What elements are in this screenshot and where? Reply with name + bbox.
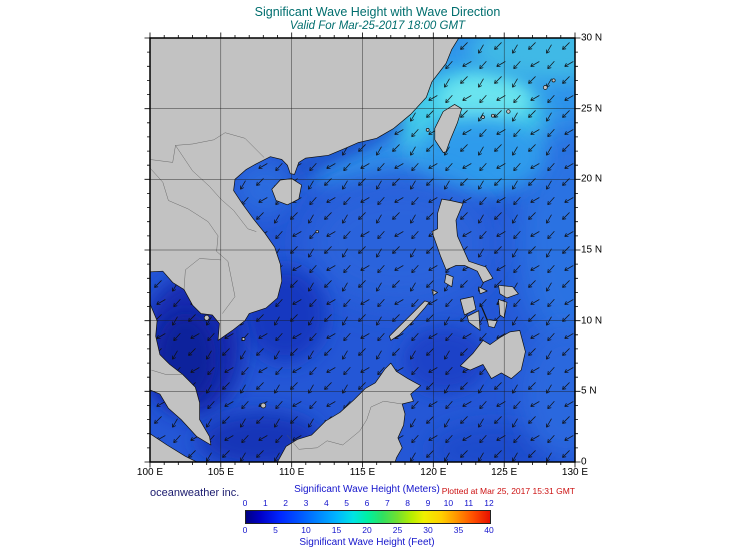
feet-tick-4: 20	[362, 525, 372, 535]
meters-tick-2: 2	[283, 498, 289, 508]
meters-tick-3: 3	[303, 498, 309, 508]
longitude-axis: 100 E 105 E 110 E 115 E 120 E 125 E 130 E	[137, 467, 588, 481]
lat-tick-label-2: 20 N	[581, 173, 603, 185]
lat-tick-label-4: 10 N	[581, 315, 603, 327]
credit-oceanweather: oceanweather inc.	[150, 487, 240, 499]
grid-lines	[150, 38, 575, 462]
meters-tick-8: 8	[405, 498, 411, 508]
lat-tick-label-6: 0	[581, 456, 587, 468]
lon-tick-label-6: 130 E	[561, 467, 589, 478]
land	[150, 38, 556, 462]
small-island	[481, 115, 485, 119]
latitude-axis: 30 N 25 N 20 N 15 N 10 N 5 N 0	[581, 33, 621, 468]
colorbar-meters-label: Significant Wave Height (Meters)	[294, 484, 440, 495]
lon-tick-label-1: 105 E	[207, 467, 234, 478]
colorbar-meters-ticks: 0 1 2 3 4 5 6 7 8 9 10 11 12	[242, 498, 494, 509]
lat-tick-label-1: 25 N	[581, 103, 603, 115]
wave-map	[144, 32, 581, 468]
feet-tick-0: 0	[242, 525, 248, 535]
meters-tick-10: 10	[443, 498, 454, 508]
feet-tick-2: 10	[301, 525, 311, 535]
meters-tick-6: 6	[364, 498, 370, 508]
meters-tick-5: 5	[344, 498, 350, 508]
meters-tick-1: 1	[262, 498, 268, 508]
island-mindanao	[459, 330, 526, 379]
valid-time-subtitle: Valid For Mar-25-2017 18:00 GMT	[289, 20, 466, 32]
land-sumatra	[150, 433, 198, 462]
island-mindoro	[444, 273, 454, 288]
island-bohol	[486, 318, 498, 329]
island-borneo	[277, 362, 421, 462]
axis-tick-marks	[144, 32, 581, 468]
small-island	[491, 113, 495, 118]
chart-title: Significant Wave Height with Wave Direct…	[254, 5, 501, 19]
lat-tick-label-0: 30 N	[581, 32, 603, 44]
meters-tick-0: 0	[242, 498, 248, 508]
island-luzon	[431, 198, 494, 283]
lon-tick-label-4: 120 E	[420, 467, 447, 478]
lon-tick-label-0: 100 E	[136, 467, 164, 478]
meters-tick-9: 9	[425, 498, 431, 508]
feet-tick-8: 40	[484, 525, 494, 535]
small-island	[551, 78, 556, 83]
plot-timestamp: Plotted at Mar 25, 2017 15:31 GMT	[441, 486, 575, 496]
feet-tick-3: 15	[331, 525, 342, 535]
lat-tick-label-5: 5 N	[581, 385, 597, 397]
meters-tick-11: 11	[464, 498, 474, 508]
meters-tick-12: 12	[484, 498, 494, 508]
small-island	[315, 229, 319, 234]
small-island	[542, 85, 548, 90]
lon-tick-label-3: 115 E	[349, 467, 376, 478]
meters-tick-7: 7	[384, 498, 390, 508]
island-samar	[498, 284, 519, 299]
small-island	[203, 314, 210, 321]
island-masbate	[478, 286, 488, 295]
map-frame	[149, 37, 576, 463]
feet-tick-7: 35	[453, 525, 464, 535]
small-island	[425, 128, 430, 132]
island-hainan	[271, 178, 302, 206]
colorbar-feet-ticks: 0 5 10 15 20 25 30 35 40	[242, 525, 494, 536]
lon-tick-label-5: 125 E	[491, 467, 518, 478]
feet-tick-6: 30	[423, 525, 433, 535]
feet-tick-1: 5	[273, 525, 278, 535]
small-island	[241, 337, 246, 341]
colorbar	[245, 510, 491, 524]
lon-tick-label-2: 110 E	[278, 467, 305, 478]
island-panay	[459, 296, 477, 316]
meters-tick-4: 4	[323, 498, 329, 508]
colorbar-feet-label: Significant Wave Height (Feet)	[299, 537, 435, 548]
small-island	[506, 109, 511, 114]
feet-tick-5: 25	[392, 525, 403, 535]
lat-tick-label-3: 15 N	[581, 244, 603, 256]
island-taiwan	[434, 104, 463, 153]
small-island	[260, 402, 267, 409]
